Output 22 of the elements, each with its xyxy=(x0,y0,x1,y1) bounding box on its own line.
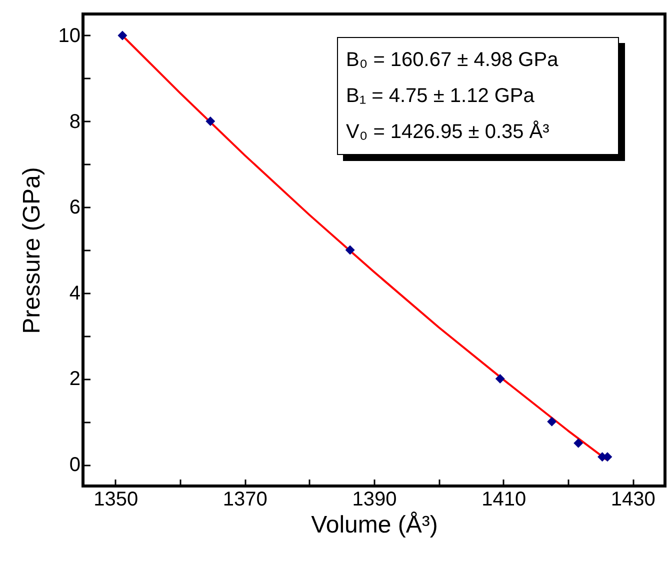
point xyxy=(547,416,557,426)
x-tick-label: 1390 xyxy=(352,488,397,510)
x-tick-label: 1430 xyxy=(610,488,656,510)
y-tick-label: 8 xyxy=(69,110,80,133)
y-tick-label: 0 xyxy=(69,454,80,476)
y-tick-label: 6 xyxy=(69,196,80,219)
x-tick-label: 1350 xyxy=(94,488,138,510)
annotation: B₁ = 4.75 ± 1.12 GPa xyxy=(346,84,536,109)
y-tick-label: 10 xyxy=(58,24,80,47)
point xyxy=(206,116,216,126)
y-tick-label: 2 xyxy=(69,368,80,390)
y-tick-label: 4 xyxy=(69,282,80,304)
point xyxy=(495,374,505,384)
x-axis-title: Volume (Å³) xyxy=(311,512,438,538)
point xyxy=(118,30,128,40)
point xyxy=(345,245,355,255)
annotation: V₀ = 1426.95 ± 0.35 Å³ xyxy=(346,120,550,145)
point xyxy=(574,438,584,448)
annotation: B₀ = 160.67 ± 4.98 GPa xyxy=(346,48,560,73)
x-tick-label: 1410 xyxy=(482,488,526,510)
x-tick-label: 1370 xyxy=(222,488,268,510)
y-axis-title: Pressure (GPa) xyxy=(18,167,46,334)
